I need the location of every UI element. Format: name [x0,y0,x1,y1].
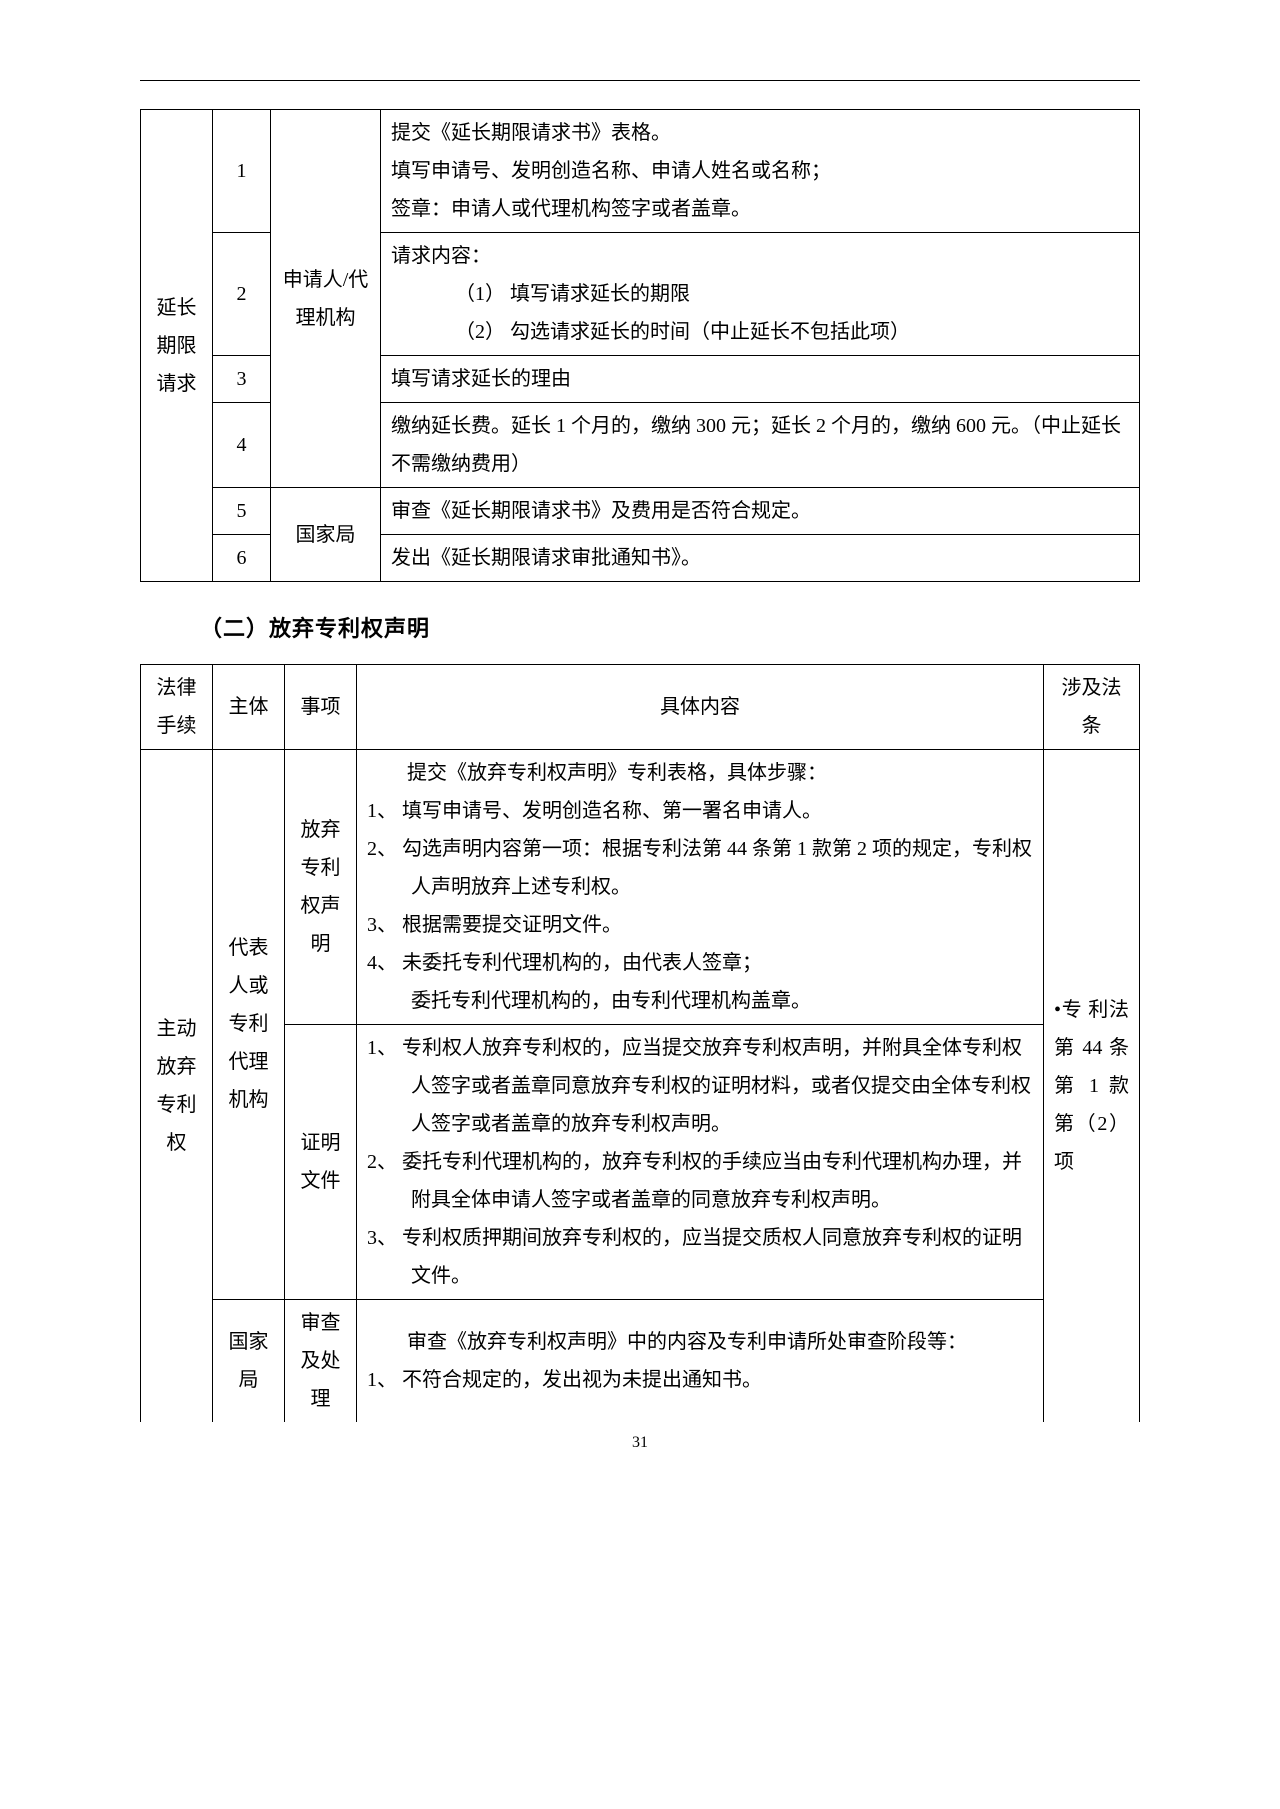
table-extend: 延长期限请求 1 申请人/代理机构 提交《延长期限请求书》表格。 填写申请号、发… [140,109,1140,582]
table-row: 主动放弃专利权 代表人或专利代理机构 放弃专利权声明 提交《放弃专利权声明》专利… [141,749,1140,1024]
table-row: 国家局 审查及处理 审查《放弃专利权声明》中的内容及专利申请所处审查阶段等： 1… [141,1299,1140,1422]
t1-num: 3 [213,356,271,403]
list-item: 1、 不符合规定的，发出视为未提出通知书。 [367,1361,1033,1399]
t1-num: 1 [213,110,271,233]
page-number: 31 [140,1428,1140,1458]
table-abandon: 法律手续 主体 事项 具体内容 涉及法条 主动放弃专利权 代表人或专利代理机构 … [140,664,1140,1422]
text: 审查《放弃专利权声明》中的内容及专利申请所处审查阶段等： [367,1323,1033,1361]
t2-content3: 审查《放弃专利权声明》中的内容及专利申请所处审查阶段等： 1、 不符合规定的，发… [357,1299,1044,1422]
t1-subject2: 国家局 [271,488,381,582]
col-header: 具体内容 [357,664,1044,749]
t2-content2: 1、 专利权人放弃专利权的，应当提交放弃专利权声明，并附具全体专利权人签字或者盖… [357,1024,1044,1299]
t1-num: 5 [213,488,271,535]
list-item: 2、 勾选声明内容第一项：根据专利法第 44 条第 1 款第 2 项的规定，专利… [367,830,1033,906]
t1-col1: 延长期限请求 [141,110,213,582]
t2-content1: 提交《放弃专利权声明》专利表格，具体步骤： 1、 填写申请号、发明创造名称、第一… [357,749,1044,1024]
text: 提交《延长期限请求书》表格。 [391,114,1129,152]
text: 签章：申请人或代理机构签字或者盖章。 [391,190,1129,228]
list-item: 1、 填写申请号、发明创造名称、第一署名申请人。 [367,792,1033,830]
t1-subject1: 申请人/代理机构 [271,110,381,488]
t2-subject1: 代表人或专利代理机构 [213,749,285,1299]
t2-subject2: 国家局 [213,1299,285,1422]
t1-content: 请求内容： （1） 填写请求延长的期限 （2） 勾选请求延长的时间（中止延长不包… [381,233,1140,356]
list-item: （2） 勾选请求延长的时间（中止延长不包括此项） [391,313,1129,351]
list-item: 1、 专利权人放弃专利权的，应当提交放弃专利权声明，并附具全体专利权人签字或者盖… [367,1029,1033,1143]
t2-matter3: 审查及处理 [285,1299,357,1422]
text: 填写申请号、发明创造名称、申请人姓名或名称； [391,152,1129,190]
t2-lawref: •专 利法 第 44 条第 1 款第（2）项 [1044,749,1140,1422]
section-title: （二）放弃专利权声明 [200,608,1140,650]
col-header: 事项 [285,664,357,749]
t1-content: 审查《延长期限请求书》及费用是否符合规定。 [381,488,1140,535]
t2-matter1: 放弃专利权声明 [285,749,357,1024]
t1-num: 4 [213,403,271,488]
col-header: 涉及法条 [1044,664,1140,749]
header-rule [140,80,1140,81]
t1-content: 缴纳延长费。延长 1 个月的，缴纳 300 元；延长 2 个月的，缴纳 600 … [381,403,1140,488]
t2-col1: 主动放弃专利权 [141,749,213,1422]
t1-content: 发出《延长期限请求审批通知书》。 [381,535,1140,582]
t1-num: 6 [213,535,271,582]
list-item: 4、 未委托专利代理机构的，由代表人签章； [367,944,1033,982]
list-item: 3、 专利权质押期间放弃专利权的，应当提交质权人同意放弃专利权的证明文件。 [367,1219,1033,1295]
table-header-row: 法律手续 主体 事项 具体内容 涉及法条 [141,664,1140,749]
table-row: 延长期限请求 1 申请人/代理机构 提交《延长期限请求书》表格。 填写申请号、发… [141,110,1140,233]
list-item: 3、 根据需要提交证明文件。 [367,906,1033,944]
text: 请求内容： [391,237,1129,275]
list-item: 委托专利代理机构的，由专利代理机构盖章。 [367,982,1033,1020]
list-item: 2、 委托专利代理机构的，放弃专利权的手续应当由专利代理机构办理，并附具全体申请… [367,1143,1033,1219]
col-header: 主体 [213,664,285,749]
text: 提交《放弃专利权声明》专利表格，具体步骤： [367,754,1033,792]
table-row: 证明文件 1、 专利权人放弃专利权的，应当提交放弃专利权声明，并附具全体专利权人… [141,1024,1140,1299]
t1-num: 2 [213,233,271,356]
list-item: （1） 填写请求延长的期限 [391,275,1129,313]
t1-content: 填写请求延长的理由 [381,356,1140,403]
col-header: 法律手续 [141,664,213,749]
table-row: 5 国家局 审查《延长期限请求书》及费用是否符合规定。 [141,488,1140,535]
t2-matter2: 证明文件 [285,1024,357,1299]
t1-content: 提交《延长期限请求书》表格。 填写申请号、发明创造名称、申请人姓名或名称； 签章… [381,110,1140,233]
